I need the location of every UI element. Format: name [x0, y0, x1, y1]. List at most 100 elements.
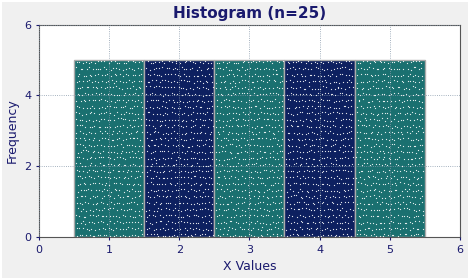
- Point: [132, 169, 139, 173]
- Point: [139, 112, 146, 116]
- Point: [359, 106, 367, 110]
- Point: [187, 59, 194, 64]
- Point: [223, 118, 230, 123]
- Point: [247, 137, 254, 141]
- Point: [299, 118, 307, 123]
- Point: [272, 91, 280, 95]
- Point: [415, 112, 423, 116]
- Point: [113, 155, 121, 160]
- Point: [213, 111, 220, 116]
- Point: [85, 118, 93, 123]
- Point: [268, 168, 275, 172]
- Point: [198, 67, 205, 72]
- Point: [242, 85, 249, 89]
- Point: [372, 162, 380, 167]
- Point: [116, 72, 124, 77]
- Point: [380, 66, 388, 70]
- Point: [95, 118, 103, 123]
- Point: [373, 170, 380, 174]
- Point: [196, 93, 203, 98]
- Point: [295, 59, 302, 64]
- Point: [399, 73, 407, 77]
- Point: [342, 73, 350, 78]
- Point: [110, 175, 118, 179]
- Point: [239, 131, 246, 135]
- Point: [289, 169, 297, 173]
- Point: [183, 228, 190, 232]
- Point: [164, 131, 171, 136]
- Point: [201, 131, 209, 135]
- Point: [184, 100, 191, 104]
- Point: [279, 66, 286, 70]
- Point: [369, 125, 377, 129]
- Point: [391, 91, 398, 96]
- Point: [359, 111, 367, 116]
- Point: [176, 98, 184, 103]
- Point: [363, 182, 371, 187]
- Point: [416, 196, 424, 200]
- Point: [125, 73, 132, 78]
- Point: [113, 93, 121, 97]
- Point: [320, 68, 328, 72]
- Point: [257, 213, 265, 218]
- Point: [180, 86, 187, 90]
- Point: [385, 138, 393, 142]
- Point: [216, 212, 223, 217]
- Point: [333, 189, 340, 193]
- Point: [155, 176, 163, 181]
- Point: [200, 189, 207, 194]
- Point: [229, 91, 236, 95]
- Point: [333, 80, 340, 84]
- Point: [339, 156, 346, 160]
- Point: [414, 175, 422, 180]
- Point: [276, 200, 283, 205]
- Point: [371, 123, 379, 127]
- Point: [111, 71, 119, 76]
- Point: [335, 194, 342, 199]
- Point: [276, 207, 283, 211]
- Point: [182, 195, 190, 199]
- Point: [274, 71, 281, 76]
- Point: [189, 207, 197, 211]
- Point: [263, 98, 271, 102]
- Point: [277, 193, 285, 198]
- Point: [119, 68, 127, 72]
- Point: [129, 155, 136, 159]
- Point: [187, 112, 194, 116]
- Point: [364, 169, 371, 173]
- Point: [87, 175, 95, 179]
- Point: [348, 168, 355, 173]
- Point: [100, 92, 108, 96]
- Point: [154, 206, 162, 211]
- Point: [291, 193, 298, 198]
- Point: [167, 156, 175, 160]
- Point: [112, 226, 120, 230]
- Point: [145, 117, 153, 122]
- Point: [181, 194, 189, 198]
- Point: [244, 162, 251, 166]
- Point: [73, 80, 81, 85]
- Point: [409, 123, 417, 127]
- Point: [404, 104, 411, 108]
- Point: [333, 99, 340, 104]
- Point: [107, 59, 115, 63]
- Point: [167, 72, 175, 76]
- Point: [236, 214, 243, 218]
- Point: [184, 105, 192, 109]
- Point: [418, 86, 426, 90]
- Point: [100, 169, 108, 173]
- Point: [94, 58, 101, 63]
- Point: [161, 61, 168, 65]
- Point: [256, 144, 263, 148]
- Point: [375, 112, 382, 116]
- Point: [339, 206, 346, 210]
- Point: [287, 183, 294, 187]
- Point: [202, 181, 210, 185]
- Point: [375, 177, 382, 181]
- Point: [206, 163, 214, 167]
- Point: [398, 189, 405, 193]
- Point: [116, 227, 124, 231]
- Point: [264, 176, 271, 181]
- Point: [100, 59, 107, 64]
- Point: [134, 234, 142, 239]
